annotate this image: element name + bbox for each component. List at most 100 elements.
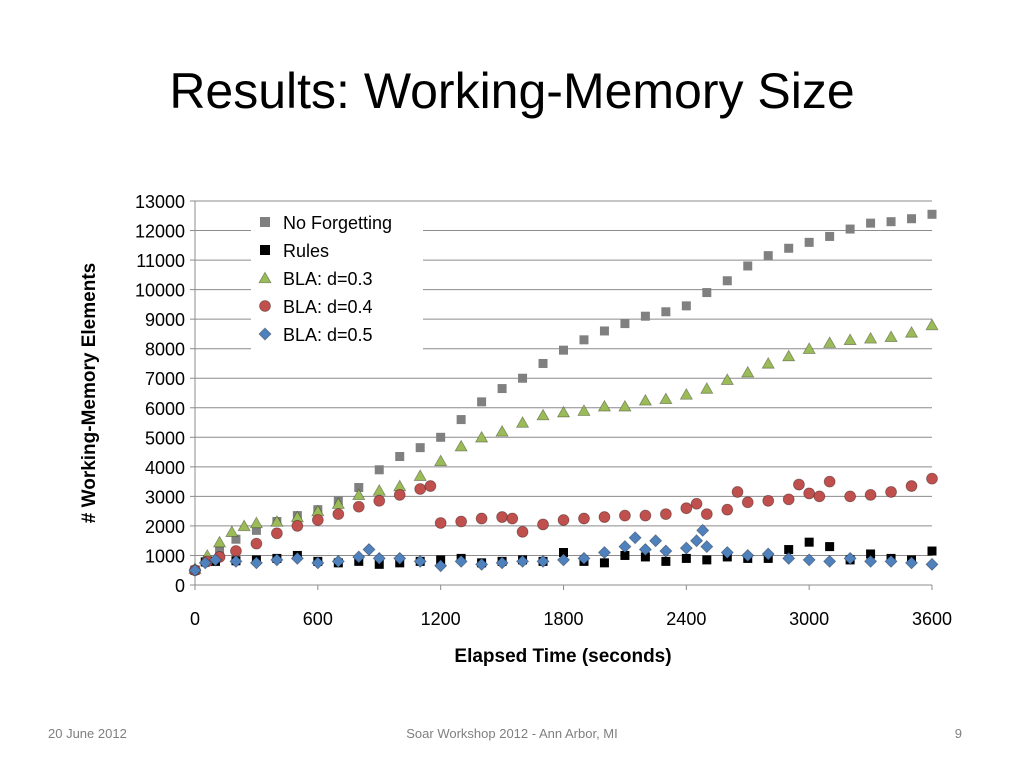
legend: No Forgetting Rules BLA: d=0.3 BLA: d=0.4 BL…	[251, 207, 423, 350]
axes	[190, 200, 933, 590]
data-point	[188, 563, 202, 577]
data-point	[237, 519, 251, 532]
data-point	[249, 516, 264, 529]
data-point	[413, 469, 427, 481]
data-point	[741, 548, 755, 563]
data-point	[393, 489, 406, 501]
data-point	[538, 358, 548, 368]
data-point	[761, 356, 775, 369]
data-point	[639, 509, 652, 522]
data-point	[290, 551, 304, 565]
data-point	[907, 214, 917, 224]
data-point	[864, 489, 877, 501]
data-point	[331, 554, 345, 568]
legend-marker	[260, 245, 270, 255]
y-tick-label: 9000	[145, 310, 185, 330]
data-point	[332, 508, 345, 521]
data-point	[578, 512, 590, 525]
data-point	[679, 387, 694, 400]
data-point	[424, 480, 437, 492]
data-point	[804, 237, 814, 247]
data-point	[516, 525, 529, 538]
data-point	[884, 554, 898, 568]
y-tick-label: 12000	[135, 222, 185, 242]
data-point	[291, 520, 304, 532]
y-tick-label: 13000	[135, 192, 185, 212]
data-point	[731, 486, 744, 498]
data-point	[373, 494, 386, 507]
data-point	[362, 542, 376, 557]
data-point	[454, 554, 468, 568]
data-point	[497, 384, 507, 394]
series-bla-d-0-3	[188, 318, 939, 574]
data-point	[212, 535, 227, 548]
data-point	[618, 540, 632, 554]
data-point	[782, 551, 796, 565]
data-point	[495, 556, 509, 570]
data-point	[720, 373, 734, 385]
slide-title: Results: Working-Memory Size	[169, 63, 855, 119]
data-point	[374, 465, 384, 475]
data-point	[681, 301, 691, 311]
data-point	[414, 483, 427, 495]
data-point	[436, 432, 446, 442]
legend-marker	[258, 327, 272, 341]
data-point	[372, 483, 386, 496]
data-point	[475, 512, 488, 525]
data-point	[927, 209, 937, 219]
data-point	[628, 531, 642, 545]
series-layer	[188, 209, 939, 577]
data-point	[331, 497, 345, 509]
data-point	[782, 349, 796, 362]
data-point	[599, 326, 609, 336]
data-point	[352, 550, 366, 564]
data-point	[393, 551, 407, 565]
data-point	[225, 525, 239, 537]
data-point	[679, 541, 693, 555]
data-point	[743, 261, 753, 271]
data-point	[455, 515, 468, 528]
data-point	[496, 511, 508, 523]
data-point	[597, 545, 612, 560]
data-point	[823, 554, 837, 568]
data-point	[270, 553, 284, 567]
data-point	[229, 554, 243, 568]
data-point	[661, 556, 671, 566]
data-point	[311, 556, 325, 570]
data-point	[395, 452, 405, 462]
data-point	[696, 523, 710, 537]
data-point	[763, 251, 773, 261]
data-point	[249, 556, 263, 570]
data-point	[456, 415, 466, 425]
data-point	[905, 480, 918, 492]
data-point	[884, 330, 898, 343]
data-point	[802, 342, 816, 354]
data-point	[354, 483, 364, 493]
y-tick-label: 8000	[145, 340, 185, 360]
y-tick-label: 5000	[145, 428, 185, 448]
legend-entry: Rules	[283, 241, 329, 261]
data-point	[782, 493, 795, 506]
y-tick-label: 2000	[145, 517, 185, 537]
x-tick-label: 3000	[789, 609, 829, 629]
data-point	[518, 373, 528, 383]
x-tick-label: 3600	[912, 609, 952, 629]
data-point	[638, 542, 652, 557]
data-point	[690, 534, 704, 548]
data-point	[352, 500, 365, 513]
data-point	[926, 472, 938, 485]
y-tick-label: 7000	[145, 369, 185, 389]
legend-entry: BLA: d=0.5	[283, 325, 373, 345]
legend-entry: No Forgetting	[283, 213, 392, 233]
data-point	[925, 318, 939, 331]
data-point	[864, 554, 878, 568]
data-point	[804, 537, 814, 547]
data-point	[700, 540, 714, 554]
data-point	[802, 553, 816, 567]
data-point	[844, 490, 857, 503]
data-point	[515, 415, 530, 428]
y-tick-label: 3000	[145, 487, 185, 507]
data-point	[559, 548, 568, 558]
data-point	[825, 231, 835, 241]
data-point	[311, 514, 324, 526]
